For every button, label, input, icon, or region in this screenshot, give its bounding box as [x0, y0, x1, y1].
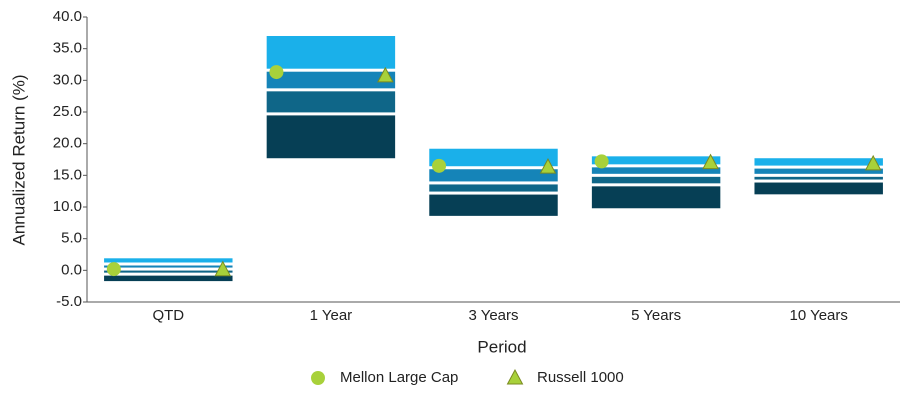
legend-label: Russell 1000	[537, 369, 624, 386]
range-segment	[754, 182, 883, 195]
range-segment	[754, 168, 883, 174]
marker-circle	[594, 154, 609, 169]
range-segment	[429, 184, 558, 192]
marker-triangle	[539, 158, 557, 174]
legend-marker	[311, 371, 325, 385]
marker-circle	[432, 158, 447, 173]
range-segment	[429, 194, 558, 216]
range-segment	[266, 36, 396, 69]
marker-triangle	[864, 154, 882, 171]
x-tick-label: 3 Years	[468, 307, 518, 324]
range-segment	[429, 169, 558, 182]
y-axis-label: Annualized Return (%)	[9, 74, 28, 245]
range-segment	[266, 115, 396, 159]
range-segment	[429, 148, 558, 167]
y-tick-label: 30.0	[53, 71, 82, 88]
x-axis-label: Period	[477, 337, 526, 356]
y-tick-label: -5.0	[56, 293, 82, 310]
x-tick-label: 1 Year	[310, 307, 353, 324]
marker-triangle	[377, 66, 394, 83]
marker-circle	[269, 65, 284, 80]
range-segment	[104, 270, 233, 273]
legend-label: Mellon Large Cap	[340, 369, 458, 386]
range-segment	[754, 176, 883, 180]
range-segment	[591, 167, 721, 174]
y-tick-label: 10.0	[53, 198, 82, 215]
range-segment	[104, 275, 233, 282]
y-tick-label: 15.0	[53, 166, 82, 183]
marker-triangle	[214, 260, 232, 277]
range-segment	[104, 258, 233, 263]
range-segment	[266, 71, 396, 89]
y-tick-label: 0.0	[61, 261, 82, 278]
y-tick-label: 40.0	[53, 8, 82, 25]
marker-triangle	[702, 153, 719, 170]
y-tick-label: 25.0	[53, 103, 82, 120]
x-tick-label: 10 Years	[790, 307, 848, 324]
y-tick-label: 35.0	[53, 40, 82, 57]
y-tick-label: 20.0	[53, 135, 82, 152]
range-segment	[591, 176, 721, 184]
legend-marker	[506, 368, 524, 385]
marker-circle	[106, 262, 121, 277]
x-tick-label: QTD	[152, 307, 184, 324]
range-segment	[591, 156, 721, 165]
x-tick-label: 5 Years	[631, 307, 681, 324]
y-tick-label: 5.0	[61, 230, 82, 247]
range-segment	[754, 158, 883, 166]
range-segment	[266, 91, 396, 113]
range-segment	[104, 265, 233, 268]
range-segment	[591, 186, 721, 209]
